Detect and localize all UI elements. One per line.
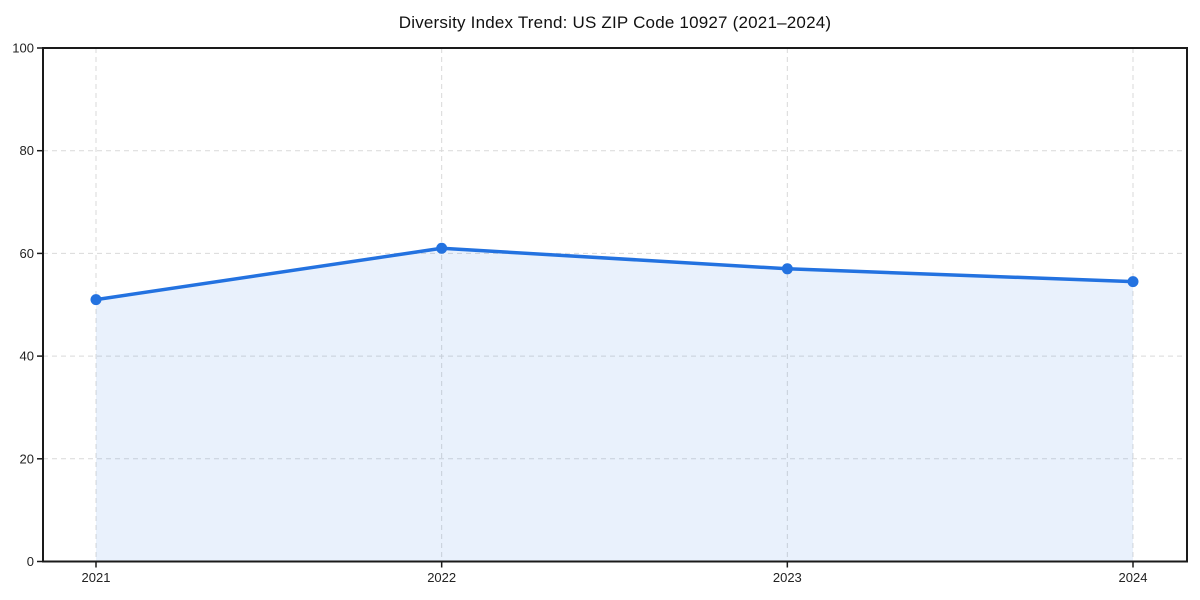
x-axis-tick-label: 2022 [427, 570, 456, 585]
data-point [90, 294, 102, 306]
y-axis-tick-label: 20 [20, 451, 34, 466]
chart-title: Diversity Index Trend: US ZIP Code 10927… [398, 13, 832, 32]
trend-line [94, 246, 1135, 302]
y-axis-tick-label: 80 [20, 143, 34, 158]
axis-frame [42, 47, 1188, 563]
area-fill [96, 248, 1133, 562]
y-axis-tick-label: 0 [27, 554, 34, 569]
data-point [781, 263, 793, 275]
data-point [436, 242, 448, 254]
y-axis-tick-label: 100 [12, 41, 34, 56]
x-axis-tick-label: 2024 [1119, 570, 1148, 585]
x-axis-tick-label: 2021 [82, 570, 111, 585]
data-point [1127, 276, 1139, 288]
y-axis-tick-label: 40 [20, 349, 34, 364]
y-axis-tick-label: 60 [20, 246, 34, 261]
x-axis-tick-label: 2023 [773, 570, 802, 585]
